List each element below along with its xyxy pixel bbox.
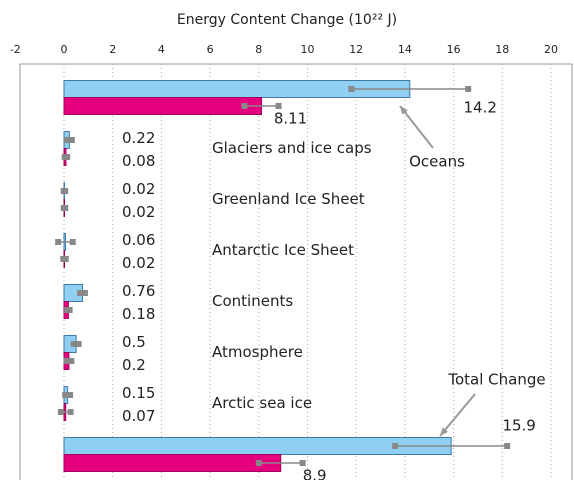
- value-label: 8.11: [274, 110, 307, 128]
- x-tick-label: 16: [447, 43, 461, 56]
- x-tick-label: 0: [61, 43, 68, 56]
- category-label: Greenland Ice Sheet: [212, 190, 365, 208]
- value-label: 0.18: [122, 305, 155, 323]
- error-bar: [63, 137, 75, 143]
- error-bar: [63, 358, 75, 364]
- error-bar: [61, 154, 71, 160]
- error-bar: [62, 392, 74, 398]
- x-tick-label: 18: [495, 43, 509, 56]
- category-label: Continents: [212, 292, 293, 310]
- annotation-arrow: [399, 105, 434, 149]
- error-bar: [55, 239, 76, 245]
- x-tick-label: 6: [207, 43, 214, 56]
- value-label: 0.76: [122, 282, 155, 300]
- error-bar: [348, 86, 472, 92]
- category-label: Glaciers and ice caps: [212, 139, 372, 157]
- x-tick-label: 4: [158, 43, 165, 56]
- category-label: Arctic sea ice: [212, 394, 312, 412]
- value-label: 0.15: [122, 384, 155, 402]
- value-label: 0.02: [122, 180, 155, 198]
- error-bar: [255, 460, 306, 466]
- value-label: 15.9: [502, 417, 535, 435]
- arrow-head: [400, 106, 408, 115]
- category-label: Oceans: [409, 153, 465, 171]
- x-tick-label: 10: [301, 43, 315, 56]
- x-tick-label: 20: [544, 43, 558, 56]
- x-tick-label: 14: [398, 43, 412, 56]
- value-label: 8.9: [303, 467, 327, 480]
- category-label: Atmosphere: [212, 343, 303, 361]
- value-label: 0.07: [122, 407, 155, 425]
- plot-frame: [19, 63, 573, 480]
- x-tick-label: 8: [255, 43, 262, 56]
- value-label: 0.02: [122, 254, 155, 272]
- value-label: 0.22: [122, 129, 155, 147]
- x-axis-title: Energy Content Change (10²² J): [177, 12, 397, 28]
- error-bar: [60, 188, 69, 194]
- x-tick-label: 2: [109, 43, 116, 56]
- x-tick-label: 12: [349, 43, 363, 56]
- bar: [63, 454, 282, 472]
- value-label: 0.02: [122, 203, 155, 221]
- error-bar: [70, 341, 82, 347]
- arrow-head: [440, 427, 448, 436]
- error-bar: [57, 409, 74, 415]
- error-bar: [392, 443, 511, 449]
- value-label: 0.5: [122, 333, 146, 351]
- category-label: Antarctic Ice Sheet: [212, 241, 354, 259]
- value-label: 14.2: [464, 99, 497, 117]
- bar: [63, 97, 262, 115]
- error-bar: [77, 290, 88, 296]
- value-label: 0.06: [122, 231, 155, 249]
- error-bar: [241, 103, 282, 109]
- value-label: 0.2: [122, 356, 146, 374]
- value-label: 0.08: [122, 152, 155, 170]
- error-bar: [60, 205, 69, 211]
- x-tick-label: -2: [10, 43, 21, 56]
- error-bar: [64, 307, 73, 313]
- error-bar: [60, 256, 69, 262]
- category-label: Total Change: [447, 371, 545, 389]
- annotation-arrow: [439, 393, 476, 437]
